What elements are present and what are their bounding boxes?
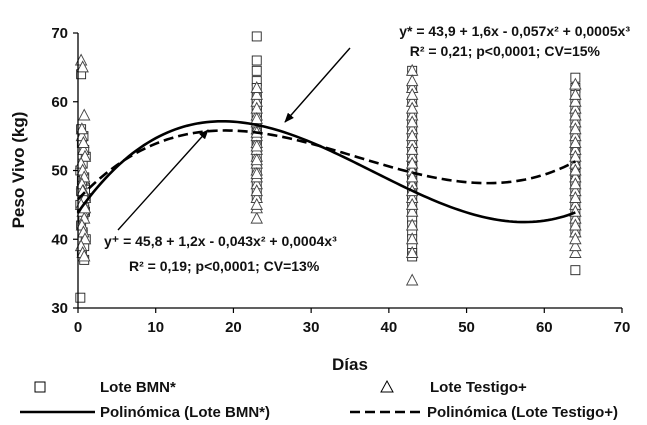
- x-tick-label: 10: [147, 319, 164, 336]
- point-lote-testigo: [405, 197, 419, 210]
- point-lote-testigo: [405, 246, 419, 258]
- point-lote-testigo: [569, 87, 582, 100]
- point-lote-testigo: [405, 273, 419, 286]
- curve-poly-bmn: [76, 119, 576, 224]
- point-lote-testigo: [405, 115, 419, 128]
- legend-label-lote-testigo: Lote Testigo+: [430, 379, 527, 396]
- annotation-bmn-stats: R² = 0,21; p<0,0001; CV=15%: [410, 43, 601, 59]
- point-lote-testigo: [250, 81, 263, 93]
- point-lote-bmn: [251, 55, 262, 66]
- point-lote-testigo: [78, 149, 92, 162]
- point-lote-testigo: [569, 77, 582, 90]
- point-lote-testigo: [569, 149, 582, 162]
- y-tick-label: 50: [51, 163, 68, 180]
- y-tick-label: 40: [51, 231, 68, 248]
- point-lote-testigo: [405, 218, 419, 231]
- point-lote-testigo: [77, 249, 91, 262]
- y-tick-label: 70: [51, 25, 68, 42]
- legend-label-poly-testigo: Polinómica (Lote Testigo+): [427, 404, 618, 421]
- point-lote-testigo: [405, 87, 419, 100]
- point-lote-testigo: [77, 136, 90, 148]
- point-lote-testigo: [78, 232, 92, 245]
- point-lote-testigo: [569, 191, 582, 203]
- legend: Lote BMN* Lote Testigo+ Polinómica (Lote…: [20, 379, 618, 421]
- point-lote-testigo: [250, 211, 263, 224]
- point-lote-testigo: [405, 101, 419, 114]
- point-lote-testigo: [250, 87, 263, 100]
- y-tick-label: 30: [51, 300, 68, 317]
- point-lote-testigo: [569, 218, 582, 231]
- x-tick-label: 70: [614, 319, 631, 336]
- x-axis-label: Días: [332, 355, 368, 374]
- point-lote-testigo: [76, 60, 89, 73]
- point-lote-testigo: [405, 129, 419, 142]
- point-lote-testigo: [569, 122, 582, 135]
- point-lote-bmn: [75, 292, 86, 303]
- point-lote-testigo: [75, 122, 89, 135]
- data-points: [74, 31, 582, 303]
- point-lote-testigo: [250, 139, 263, 152]
- x-tick-label: 50: [458, 319, 475, 336]
- annotation-bmn-arrow: [284, 47, 351, 123]
- point-lote-bmn: [570, 265, 581, 276]
- point-lote-testigo: [569, 177, 582, 190]
- annotation-testigo-stats: R² = 0,19; p<0,0001; CV=13%: [129, 258, 320, 274]
- point-lote-testigo: [569, 136, 582, 148]
- y-axis-label: Peso Vivo (kg): [9, 112, 28, 229]
- annotation-bmn-equation: y* = 43,9 + 1,6x - 0,057x² + 0,0005x³: [399, 23, 630, 39]
- point-lote-testigo: [405, 142, 419, 155]
- x-tick-label: 20: [225, 319, 242, 336]
- point-lote-testigo: [405, 156, 419, 169]
- legend-label-poly-bmn: Polinómica (Lote BMN*): [100, 404, 270, 421]
- point-lote-testigo: [405, 232, 419, 245]
- point-lote-testigo: [569, 246, 582, 258]
- curve-poly-testigo: [77, 129, 576, 201]
- point-lote-bmn: [251, 31, 262, 42]
- trend-curves: [76, 119, 576, 224]
- x-tick-label: 0: [74, 319, 82, 336]
- point-lote-testigo: [250, 197, 263, 210]
- x-tick-label: 30: [303, 319, 320, 336]
- y-tick-label: 60: [51, 94, 68, 111]
- x-ticks: 0 10 20 30 40 50 60 70: [74, 308, 631, 336]
- point-lote-testigo: [405, 170, 419, 183]
- point-lote-bmn: [251, 65, 262, 76]
- point-lote-testigo: [569, 108, 582, 121]
- point-lote-testigo: [405, 74, 419, 87]
- legend-marker-lote-bmn: [34, 381, 46, 393]
- point-lote-testigo: [250, 153, 263, 166]
- point-lote-testigo: [405, 204, 419, 217]
- point-lote-testigo: [569, 94, 582, 107]
- x-tick-label: 60: [536, 319, 553, 336]
- point-lote-testigo: [250, 166, 263, 179]
- legend-marker-lote-testigo: [380, 379, 394, 393]
- annotation-testigo-arrow: [117, 129, 209, 231]
- point-lote-testigo: [250, 111, 263, 124]
- point-lote-testigo: [77, 108, 91, 121]
- point-lote-testigo: [569, 239, 582, 252]
- point-lote-testigo: [250, 184, 263, 197]
- legend-label-lote-bmn: Lote BMN*: [100, 379, 176, 396]
- point-lote-testigo: [569, 232, 582, 245]
- annotation-testigo-equation: y⁺ = 45,8 + 1,2x - 0,043x² + 0,0004x³: [104, 233, 337, 249]
- point-lote-testigo: [569, 163, 582, 176]
- x-tick-label: 40: [381, 319, 398, 336]
- y-ticks: 30 40 50 60 70: [51, 25, 78, 317]
